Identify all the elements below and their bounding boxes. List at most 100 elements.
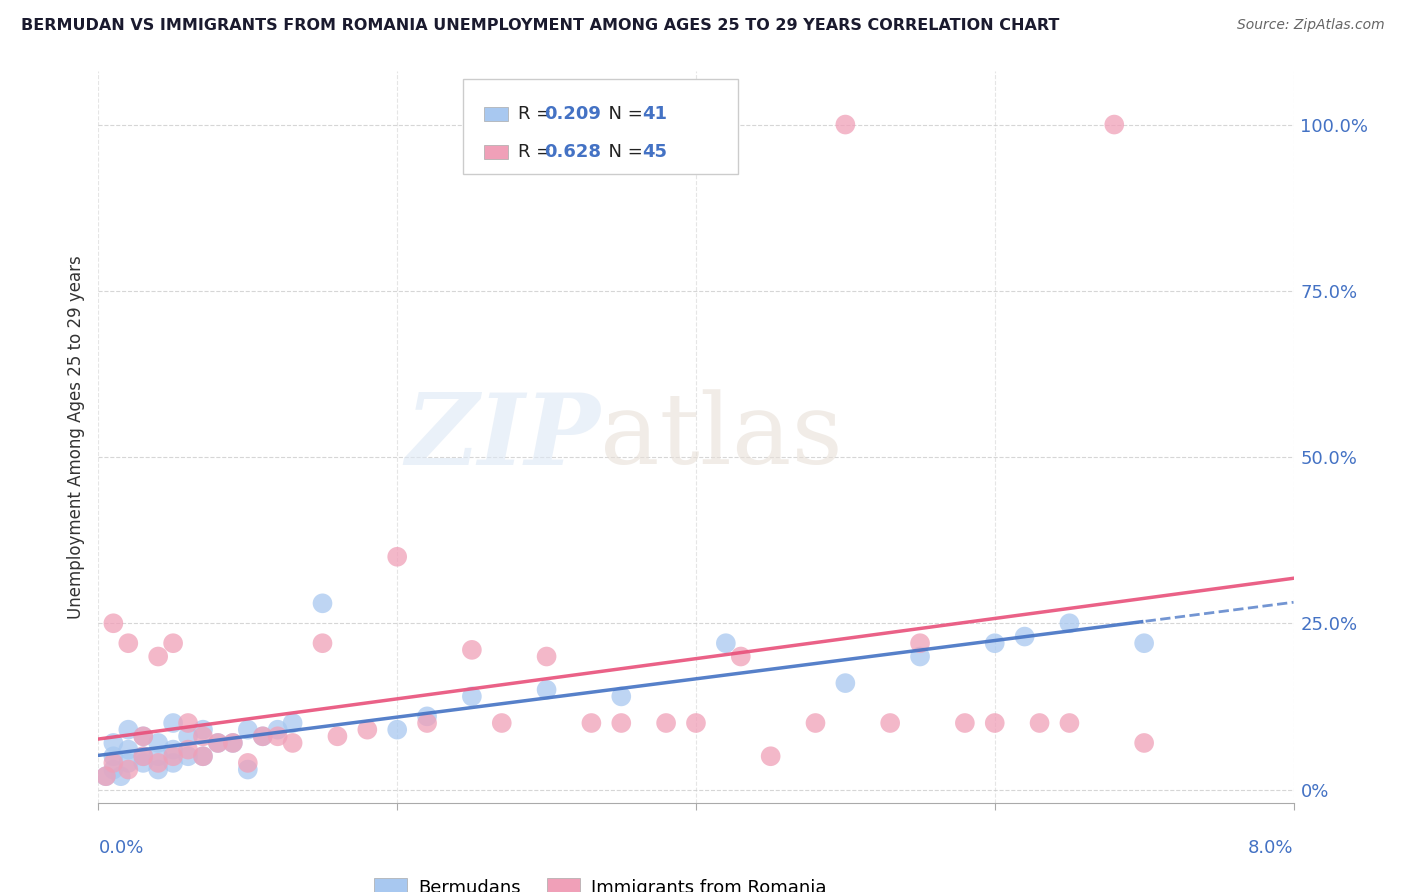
FancyBboxPatch shape: [485, 107, 509, 121]
Point: [103, 616, 125, 631]
Point: [1059, 616, 1081, 631]
Point: [110, 769, 132, 783]
Text: BERMUDAN VS IMMIGRANTS FROM ROMANIA UNEMPLOYMENT AMONG AGES 25 TO 29 YEARS CORRE: BERMUDAN VS IMMIGRANTS FROM ROMANIA UNEM…: [21, 18, 1060, 33]
Point: [416, 716, 439, 731]
Point: [326, 729, 349, 743]
Point: [148, 736, 170, 750]
Point: [1014, 630, 1036, 644]
Point: [148, 763, 170, 777]
Point: [177, 749, 200, 764]
Point: [162, 756, 184, 770]
Point: [162, 636, 184, 650]
Legend: Bermudans, Immigrants from Romania: Bermudans, Immigrants from Romania: [367, 871, 834, 892]
Point: [536, 682, 558, 697]
Point: [281, 736, 304, 750]
Point: [132, 756, 155, 770]
Point: [177, 742, 200, 756]
Point: [177, 716, 200, 731]
Point: [236, 763, 259, 777]
Point: [222, 736, 245, 750]
Point: [132, 749, 155, 764]
Point: [714, 636, 737, 650]
Point: [162, 749, 184, 764]
Point: [117, 636, 139, 650]
Text: ZIP: ZIP: [405, 389, 600, 485]
Point: [491, 716, 513, 731]
Point: [117, 756, 139, 770]
Text: 8.0%: 8.0%: [1249, 839, 1294, 857]
FancyBboxPatch shape: [463, 78, 738, 174]
Point: [953, 716, 976, 731]
Point: [162, 716, 184, 731]
Point: [103, 749, 125, 764]
Point: [132, 749, 155, 764]
Point: [536, 649, 558, 664]
Point: [162, 742, 184, 756]
Point: [103, 756, 125, 770]
Point: [834, 118, 856, 132]
Text: N =: N =: [596, 143, 648, 161]
Text: 0.628: 0.628: [544, 143, 602, 161]
Point: [804, 716, 827, 731]
Text: 45: 45: [643, 143, 668, 161]
Point: [207, 736, 229, 750]
Point: [1028, 716, 1050, 731]
Y-axis label: Unemployment Among Ages 25 to 29 years: Unemployment Among Ages 25 to 29 years: [66, 255, 84, 619]
Point: [461, 643, 484, 657]
Point: [1102, 118, 1125, 132]
FancyBboxPatch shape: [485, 145, 509, 160]
Point: [191, 723, 214, 737]
Point: [610, 716, 633, 731]
Text: 41: 41: [643, 105, 668, 123]
Point: [117, 763, 139, 777]
Point: [1133, 636, 1156, 650]
Point: [908, 649, 931, 664]
Point: [236, 756, 259, 770]
Text: R =: R =: [517, 143, 557, 161]
Point: [610, 690, 633, 704]
Point: [236, 723, 259, 737]
Text: atlas: atlas: [600, 389, 844, 485]
Text: N =: N =: [596, 105, 648, 123]
Point: [759, 749, 782, 764]
Point: [191, 749, 214, 764]
Point: [267, 723, 290, 737]
Text: 0.209: 0.209: [544, 105, 602, 123]
Point: [356, 723, 378, 737]
Point: [191, 749, 214, 764]
Point: [207, 736, 229, 750]
Text: Source: ZipAtlas.com: Source: ZipAtlas.com: [1237, 18, 1385, 32]
Point: [117, 723, 139, 737]
Point: [103, 763, 125, 777]
Point: [983, 636, 1005, 650]
Point: [177, 729, 200, 743]
Point: [148, 649, 170, 664]
Text: R =: R =: [517, 105, 557, 123]
Point: [879, 716, 901, 731]
Point: [94, 769, 117, 783]
Point: [730, 649, 752, 664]
Point: [1133, 736, 1156, 750]
Point: [311, 636, 333, 650]
Point: [191, 729, 214, 743]
Point: [385, 549, 409, 564]
Text: 0.0%: 0.0%: [98, 839, 143, 857]
Point: [461, 690, 484, 704]
Point: [267, 729, 290, 743]
Point: [132, 729, 155, 743]
Point: [311, 596, 333, 610]
Point: [94, 769, 117, 783]
Point: [148, 749, 170, 764]
Point: [581, 716, 603, 731]
Point: [983, 716, 1005, 731]
Point: [385, 723, 409, 737]
Point: [132, 729, 155, 743]
Point: [222, 736, 245, 750]
Point: [685, 716, 707, 731]
Point: [252, 729, 274, 743]
Point: [117, 742, 139, 756]
Point: [252, 729, 274, 743]
Point: [281, 716, 304, 731]
Point: [908, 636, 931, 650]
Point: [148, 756, 170, 770]
